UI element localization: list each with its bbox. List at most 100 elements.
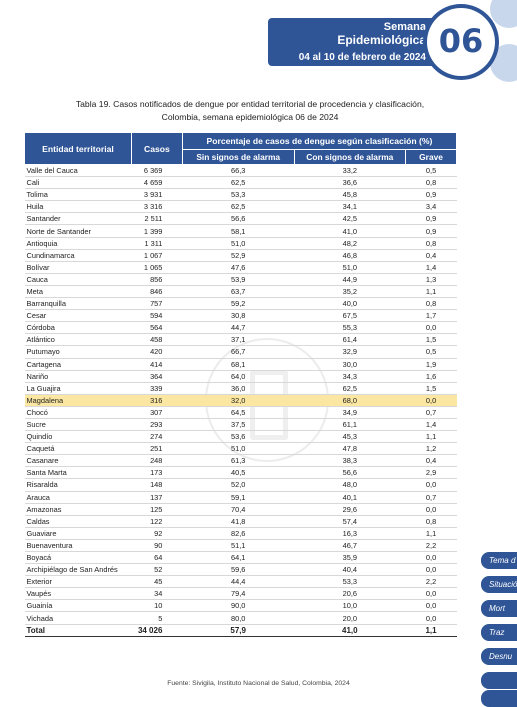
cases-cell: 2 511 <box>131 212 183 226</box>
con-signos-cell: 46,8 <box>294 249 406 262</box>
con-signos-cell: 20,0 <box>294 611 406 625</box>
con-signos-cell: 45,3 <box>294 430 406 444</box>
entity-cell: La Guajira <box>24 382 132 395</box>
sin-signos-cell: 53,3 <box>182 188 294 202</box>
cases-cell: 34 026 <box>131 623 183 637</box>
con-signos-cell: 44,9 <box>294 273 406 286</box>
header-sin-signos: Sin signos de alarma <box>181 149 295 165</box>
entity-cell: Casanare <box>24 454 132 468</box>
cases-cell: 594 <box>131 309 183 323</box>
sin-signos-cell: 53,9 <box>182 273 294 286</box>
side-tab-empty[interactable] <box>481 690 517 707</box>
source-note: Fuente: Sivigila, Instituto Nacional de … <box>167 680 350 687</box>
con-signos-cell: 35,2 <box>294 285 406 299</box>
side-tab[interactable]: Desnu <box>481 648 517 665</box>
entity-cell: Barranquilla <box>24 297 132 311</box>
entity-cell: Total <box>24 623 132 637</box>
cases-cell: 757 <box>131 297 183 311</box>
table-row: Meta 846 63,7 35,2 1,1 <box>24 285 457 299</box>
table-row: Casanare 248 61,3 38,3 0,4 <box>24 454 457 468</box>
sin-signos-cell: 41,8 <box>182 515 294 528</box>
total-row: Total 34 026 57,9 41,0 1,1 <box>24 623 457 637</box>
sin-signos-cell: 37,1 <box>182 333 294 347</box>
side-tab-empty[interactable] <box>481 672 517 689</box>
table-row: Vaupés 34 79,4 20,6 0,0 <box>24 587 457 601</box>
entity-cell: Guainía <box>24 599 132 613</box>
grave-cell: 0,7 <box>405 406 457 419</box>
grave-cell: 0,9 <box>405 224 457 238</box>
table-row: Atlántico 458 37,1 61,4 1,5 <box>24 333 457 347</box>
sin-signos-cell: 32,0 <box>182 394 294 407</box>
sin-signos-cell: 37,5 <box>182 418 294 432</box>
grave-cell: 1,1 <box>405 430 457 444</box>
entity-cell: Valle del Cauca <box>24 164 132 178</box>
table-row: Archipiélago de San Andrés 52 59,6 40,4 0,0 <box>24 563 457 577</box>
table-row: Buenaventura 90 51,1 46,7 2,2 <box>24 539 457 553</box>
grave-cell: 0,7 <box>405 491 457 504</box>
table-row: Caldas 122 41,8 57,4 0,8 <box>24 515 457 528</box>
con-signos-cell: 47,8 <box>294 442 406 456</box>
table-row: Huila 3 316 62,5 34,1 3,4 <box>24 200 457 214</box>
entity-cell: Huila <box>24 200 132 214</box>
table-row: Putumayo 420 66,7 32,9 0,5 <box>24 345 457 359</box>
grave-cell: 2,9 <box>405 466 457 480</box>
cases-cell: 414 <box>131 358 183 371</box>
side-tab[interactable]: Situació <box>481 576 517 593</box>
cases-cell: 45 <box>131 575 183 589</box>
entity-cell: Vichada <box>24 611 132 625</box>
grave-cell: 1,3 <box>405 273 457 286</box>
sin-signos-cell: 68,1 <box>182 358 294 371</box>
con-signos-cell: 45,8 <box>294 188 406 202</box>
cases-cell: 846 <box>131 285 183 299</box>
sin-signos-cell: 58,1 <box>182 224 294 238</box>
table-title-line2: Colombia, semana epidemiológica 06 de 20… <box>161 112 339 122</box>
grave-cell: 0,8 <box>405 297 457 311</box>
entity-cell: Sucre <box>24 418 132 432</box>
sin-signos-cell: 80,0 <box>182 611 294 625</box>
grave-cell: 2,2 <box>405 575 457 589</box>
con-signos-cell: 48,0 <box>294 478 406 492</box>
con-signos-cell: 40,1 <box>294 491 406 504</box>
side-tab[interactable]: Mort <box>481 600 517 617</box>
entity-cell: Nariño <box>24 370 132 383</box>
cases-cell: 6 369 <box>131 164 183 178</box>
entity-cell: Antioquia <box>24 237 132 250</box>
side-tab[interactable]: Traz <box>481 624 517 641</box>
con-signos-cell: 55,3 <box>294 321 406 335</box>
sin-signos-cell: 59,2 <box>182 297 294 311</box>
entity-cell: Bolívar <box>24 261 132 274</box>
sin-signos-cell: 51,0 <box>182 442 294 456</box>
con-signos-cell: 53,3 <box>294 575 406 589</box>
cases-cell: 1 065 <box>131 261 183 274</box>
sin-signos-cell: 64,0 <box>182 370 294 383</box>
entity-cell: Norte de Santander <box>24 224 132 238</box>
sin-signos-cell: 79,4 <box>182 587 294 601</box>
con-signos-cell: 10,0 <box>294 599 406 613</box>
table-row: Barranquilla 757 59,2 40,0 0,8 <box>24 297 457 311</box>
table-row: Antioquia 1 311 51,0 48,2 0,8 <box>24 237 457 250</box>
table-row: Chocó 307 64,5 34,9 0,7 <box>24 406 457 419</box>
sin-signos-cell: 70,4 <box>182 503 294 516</box>
grave-cell: 0,0 <box>405 321 457 335</box>
grave-cell: 0,5 <box>405 345 457 359</box>
table-row: Cartagena 414 68,1 30,0 1,9 <box>24 358 457 371</box>
sin-signos-cell: 52,9 <box>182 249 294 262</box>
entity-cell: Cartagena <box>24 358 132 371</box>
sin-signos-cell: 51,0 <box>182 237 294 250</box>
cases-cell: 34 <box>131 587 183 601</box>
entity-cell: Risaralda <box>24 478 132 492</box>
entity-cell: Quindío <box>24 430 132 444</box>
sin-signos-cell: 62,5 <box>182 200 294 214</box>
entity-cell: Archipiélago de San Andrés <box>24 563 132 577</box>
cases-cell: 52 <box>131 563 183 577</box>
sin-signos-cell: 62,5 <box>182 176 294 190</box>
cases-cell: 4 659 <box>131 176 183 190</box>
entity-cell: Caquetá <box>24 442 132 456</box>
grave-cell: 0,8 <box>405 176 457 190</box>
con-signos-cell: 40,0 <box>294 297 406 311</box>
grave-cell: 0,0 <box>405 611 457 625</box>
table-title-line1: Tabla 19. Casos notificados de dengue po… <box>75 99 425 109</box>
grave-cell: 0,0 <box>405 478 457 492</box>
side-tab[interactable]: Tema d <box>481 552 517 569</box>
table-row: Tolima 3 931 53,3 45,8 0,9 <box>24 188 457 202</box>
